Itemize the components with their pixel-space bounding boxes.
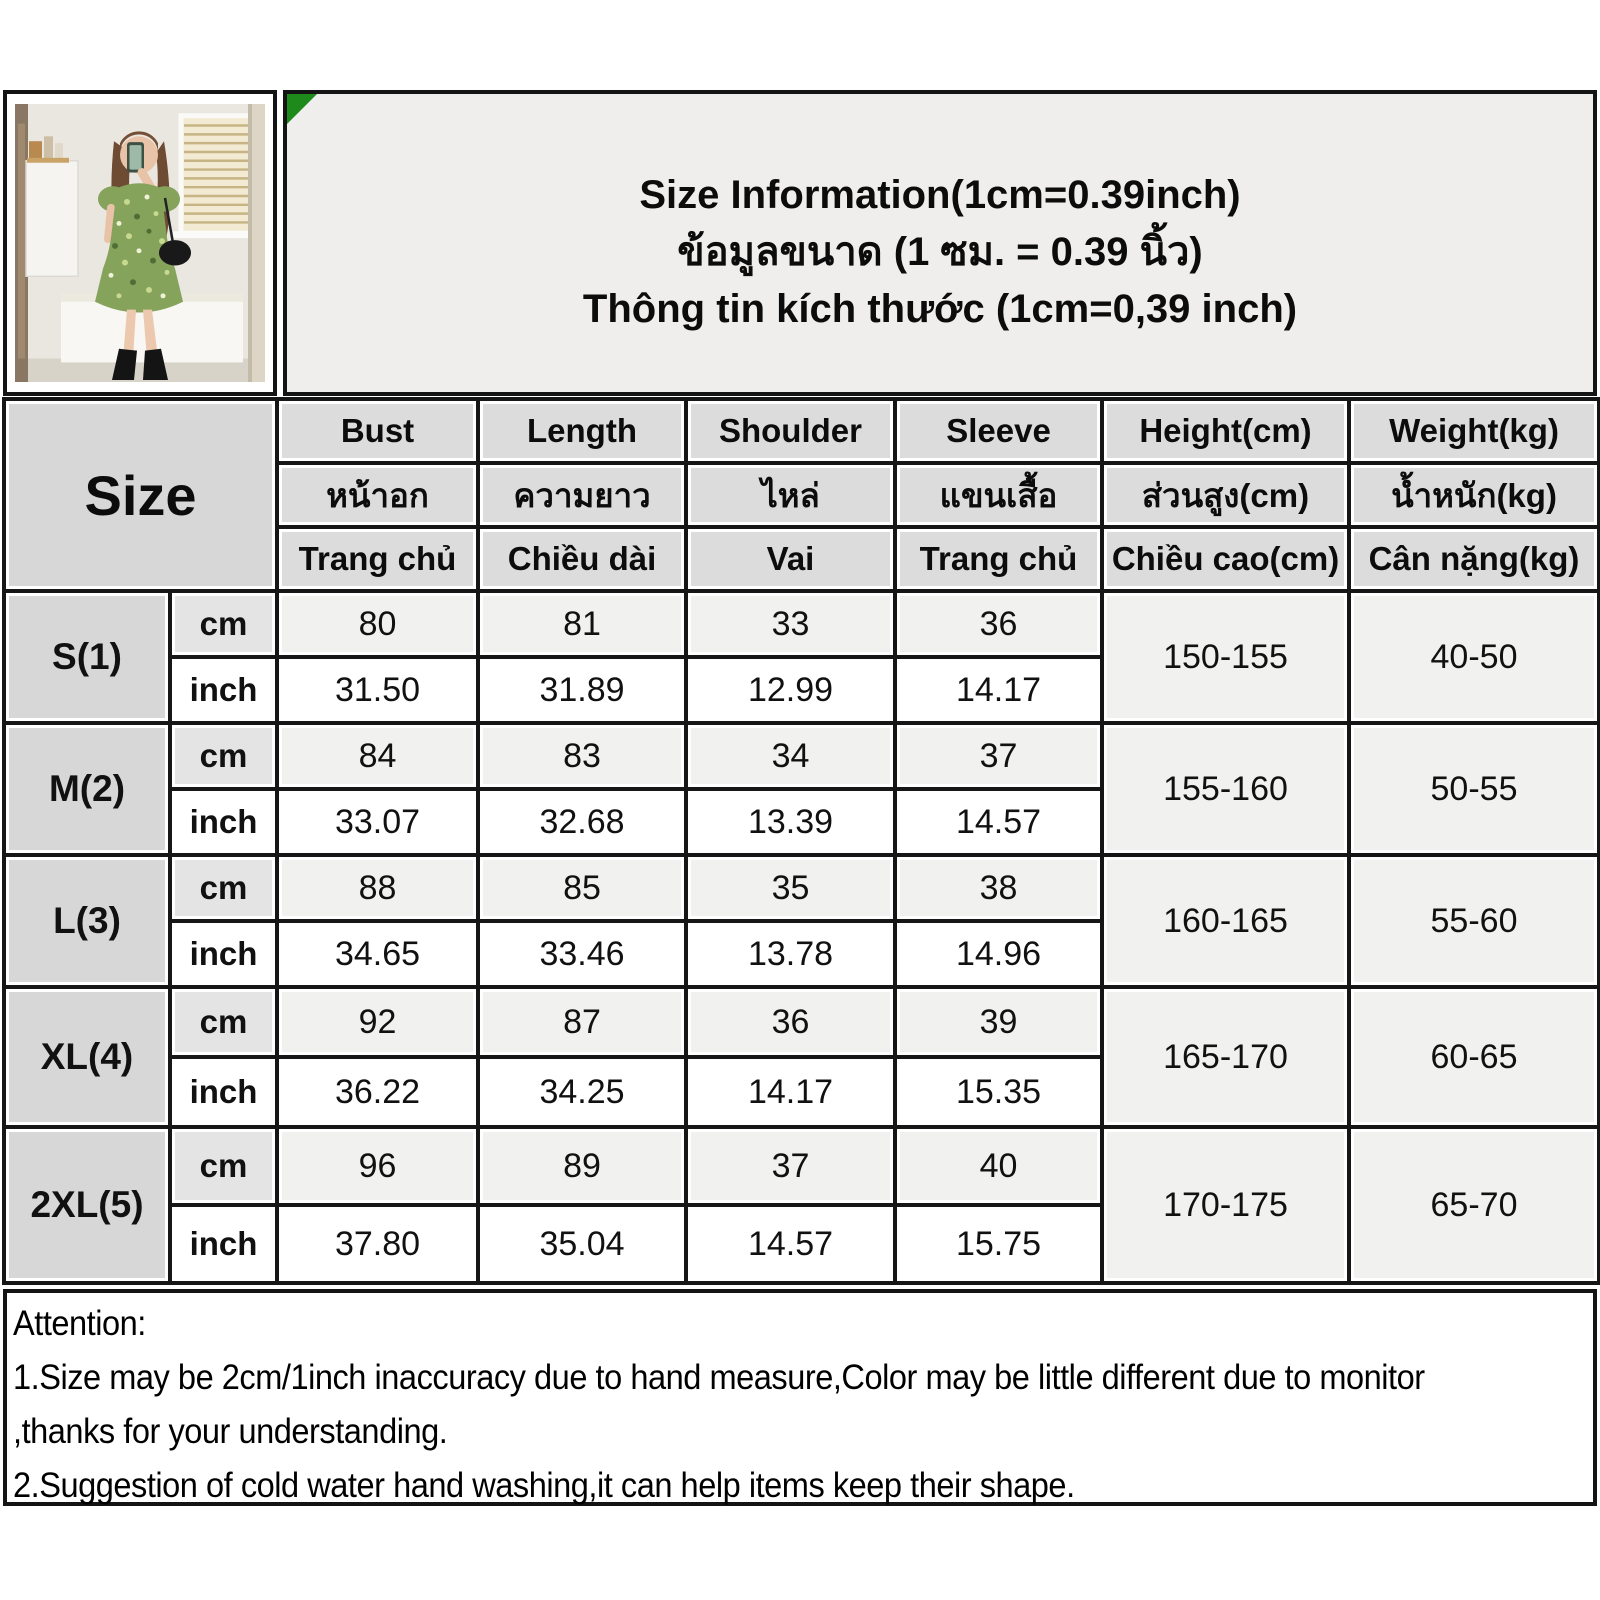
unit-label: cm xyxy=(168,1125,279,1207)
cell-xl-length-cm: 87 xyxy=(476,985,688,1059)
cell-s-shoulder-cm: 33 xyxy=(684,589,897,659)
size-chart-table: Size Bust Length Shoulder Sleeve Height(… xyxy=(2,397,1600,1285)
col-header-shoulder-en: Shoulder xyxy=(684,397,897,465)
col-header-length-en: Length xyxy=(476,397,688,465)
title-english: Size Information(1cm=0.39inch) xyxy=(639,172,1241,217)
cell-l-shoulder-inch: 13.78 xyxy=(684,919,897,989)
cell-l-weight: 55-60 xyxy=(1347,853,1600,989)
title-vietnamese: Thông tin kích thước (1cm=0,39 inch) xyxy=(582,286,1298,331)
cell-2xl-length-cm: 89 xyxy=(476,1125,688,1207)
title-thai: ข้อมูลขนาด (1 ซม. = 0.39 นิ้ว) xyxy=(677,229,1203,274)
cell-l-shoulder-cm: 35 xyxy=(684,853,897,923)
cell-2xl-height: 170-175 xyxy=(1100,1125,1351,1285)
green-corner-triangle-icon xyxy=(287,94,317,124)
col-header-height-en: Height(cm) xyxy=(1100,397,1351,465)
unit-label: inch xyxy=(168,1055,279,1129)
cell-xl-weight: 60-65 xyxy=(1347,985,1600,1129)
unit-label: cm xyxy=(168,985,279,1059)
cell-l-length-inch: 33.46 xyxy=(476,919,688,989)
cell-s-length-cm: 81 xyxy=(476,589,688,659)
cell-xl-bust-cm: 92 xyxy=(275,985,480,1059)
cell-l-bust-inch: 34.65 xyxy=(275,919,480,989)
col-header-sleeve-th: แขนเสื้อ xyxy=(893,461,1104,529)
cell-m-bust-cm: 84 xyxy=(275,721,480,791)
attention-heading: Attention: xyxy=(13,1304,146,1343)
cell-l-sleeve-cm: 38 xyxy=(893,853,1104,923)
col-header-weight-th: น้ำหนัก(kg) xyxy=(1347,461,1600,529)
product-photo xyxy=(3,90,277,396)
size-info-header-panel: Size Information(1cm=0.39inch) ข้อมูลขนา… xyxy=(283,90,1597,396)
cell-xl-sleeve-inch: 15.35 xyxy=(893,1055,1104,1129)
cell-xl-sleeve-cm: 39 xyxy=(893,985,1104,1059)
cell-l-sleeve-inch: 14.96 xyxy=(893,919,1104,989)
cell-s-bust-inch: 31.50 xyxy=(275,655,480,725)
cell-l-height: 160-165 xyxy=(1100,853,1351,989)
col-header-shoulder-vi: Vai xyxy=(684,525,897,593)
cell-m-sleeve-inch: 14.57 xyxy=(893,787,1104,857)
cell-2xl-sleeve-inch: 15.75 xyxy=(893,1203,1104,1285)
col-header-length-vi: Chiều dài xyxy=(476,525,688,593)
col-header-bust-en: Bust xyxy=(275,397,480,465)
cell-s-sleeve-cm: 36 xyxy=(893,589,1104,659)
cell-s-shoulder-inch: 12.99 xyxy=(684,655,897,725)
cell-2xl-weight: 65-70 xyxy=(1347,1125,1600,1285)
mirror-selfie-illustration xyxy=(15,104,265,382)
cell-m-weight: 50-55 xyxy=(1347,721,1600,857)
cell-m-bust-inch: 33.07 xyxy=(275,787,480,857)
cell-l-length-cm: 85 xyxy=(476,853,688,923)
cell-2xl-bust-cm: 96 xyxy=(275,1125,480,1207)
cell-s-sleeve-inch: 14.17 xyxy=(893,655,1104,725)
cell-s-weight: 40-50 xyxy=(1347,589,1600,725)
cell-m-height: 155-160 xyxy=(1100,721,1351,857)
col-header-length-th: ความยาว xyxy=(476,461,688,529)
cell-s-bust-cm: 80 xyxy=(275,589,480,659)
col-header-bust-th: หน้าอก xyxy=(275,461,480,529)
size-label-xl: XL(4) xyxy=(2,985,172,1129)
cell-2xl-sleeve-cm: 40 xyxy=(893,1125,1104,1207)
cell-2xl-shoulder-inch: 14.57 xyxy=(684,1203,897,1285)
cell-xl-shoulder-inch: 14.17 xyxy=(684,1055,897,1129)
cell-xl-bust-inch: 36.22 xyxy=(275,1055,480,1129)
attention-notes: Attention: 1.Size may be 2cm/1inch inacc… xyxy=(3,1289,1597,1506)
unit-label: inch xyxy=(168,919,279,989)
col-header-bust-vi: Trang chủ xyxy=(275,525,480,593)
unit-label: cm xyxy=(168,853,279,923)
cell-xl-length-inch: 34.25 xyxy=(476,1055,688,1129)
cell-m-length-cm: 83 xyxy=(476,721,688,791)
col-header-weight-vi: Cân nặng(kg) xyxy=(1347,525,1600,593)
col-header-height-th: ส่วนสูง(cm) xyxy=(1100,461,1351,529)
cell-2xl-length-inch: 35.04 xyxy=(476,1203,688,1285)
unit-label: cm xyxy=(168,589,279,659)
size-label-l: L(3) xyxy=(2,853,172,989)
unit-label: inch xyxy=(168,655,279,725)
cell-m-sleeve-cm: 37 xyxy=(893,721,1104,791)
size-column-header: Size xyxy=(2,397,279,593)
cell-xl-height: 165-170 xyxy=(1100,985,1351,1129)
cell-m-shoulder-inch: 13.39 xyxy=(684,787,897,857)
unit-label: inch xyxy=(168,787,279,857)
attention-note-2: 2.Suggestion of cold water hand washing,… xyxy=(13,1466,1075,1505)
size-label-m: M(2) xyxy=(2,721,172,857)
cell-m-shoulder-cm: 34 xyxy=(684,721,897,791)
unit-label: cm xyxy=(168,721,279,791)
cell-m-length-inch: 32.68 xyxy=(476,787,688,857)
cell-l-bust-cm: 88 xyxy=(275,853,480,923)
unit-label: inch xyxy=(168,1203,279,1285)
cell-xl-shoulder-cm: 36 xyxy=(684,985,897,1059)
col-header-shoulder-th: ไหล่ xyxy=(684,461,897,529)
col-header-sleeve-en: Sleeve xyxy=(893,397,1104,465)
attention-note-1b: ,thanks for your understanding. xyxy=(13,1412,448,1451)
size-label-s: S(1) xyxy=(2,589,172,725)
model-figure xyxy=(95,131,191,381)
cell-s-height: 150-155 xyxy=(1100,589,1351,725)
col-header-sleeve-vi: Trang chủ xyxy=(893,525,1104,593)
col-header-weight-en: Weight(kg) xyxy=(1347,397,1600,465)
cell-s-length-inch: 31.89 xyxy=(476,655,688,725)
size-label-2xl: 2XL(5) xyxy=(2,1125,172,1285)
attention-note-1: 1.Size may be 2cm/1inch inaccuracy due t… xyxy=(13,1358,1425,1397)
col-header-height-vi: Chiều cao(cm) xyxy=(1100,525,1351,593)
cell-2xl-shoulder-cm: 37 xyxy=(684,1125,897,1207)
cell-2xl-bust-inch: 37.80 xyxy=(275,1203,480,1285)
